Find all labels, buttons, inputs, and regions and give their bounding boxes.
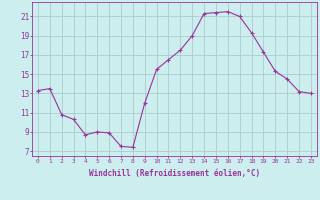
- X-axis label: Windchill (Refroidissement éolien,°C): Windchill (Refroidissement éolien,°C): [89, 169, 260, 178]
